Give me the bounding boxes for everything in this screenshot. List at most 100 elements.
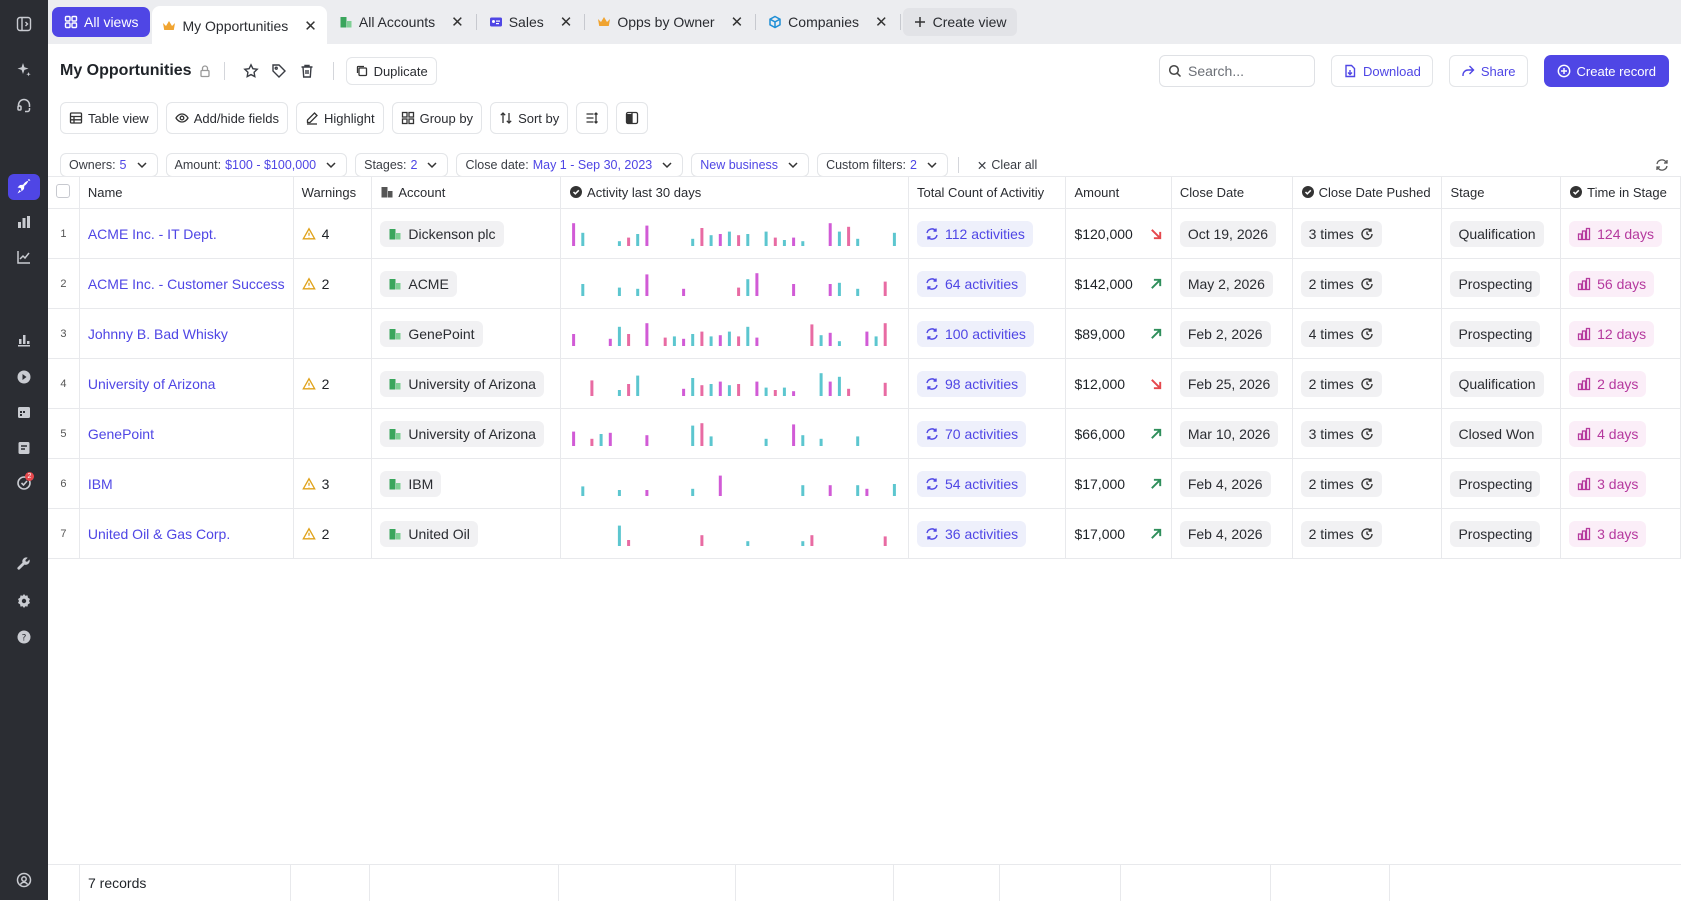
close-date-cell[interactable]: May 2, 2026: [1171, 259, 1292, 309]
stage-cell[interactable]: Prospecting: [1442, 309, 1561, 359]
name-cell[interactable]: GenePoint: [79, 409, 293, 459]
name-cell[interactable]: University of Arizona: [79, 359, 293, 409]
opportunity-name-link[interactable]: IBM: [88, 476, 113, 492]
create-view-button[interactable]: Create view: [903, 8, 1017, 36]
account-chip[interactable]: Dickenson plc: [380, 221, 503, 247]
close-icon[interactable]: ✕: [304, 17, 317, 35]
help-icon[interactable]: ?: [12, 625, 36, 649]
group-by-button[interactable]: Group by: [392, 102, 482, 134]
calendar-icon[interactable]: [12, 400, 36, 424]
sort-by-button[interactable]: Sort by: [490, 102, 568, 134]
total-count-cell[interactable]: 54 activities: [908, 459, 1065, 509]
stage-cell[interactable]: Closed Won: [1442, 409, 1561, 459]
close-icon[interactable]: ✕: [731, 13, 744, 31]
account-cell[interactable]: University of Arizona: [372, 409, 561, 459]
notes-icon[interactable]: [12, 436, 36, 460]
name-cell[interactable]: IBM: [79, 459, 293, 509]
tab-opps-by-owner[interactable]: Opps by Owner ✕: [587, 6, 753, 38]
activities-chip[interactable]: 112 activities: [917, 221, 1033, 247]
trash-icon[interactable]: [293, 57, 321, 85]
close-date-cell[interactable]: Feb 4, 2026: [1171, 509, 1292, 559]
total-count-cell[interactable]: 112 activities: [908, 209, 1065, 259]
column-header-time-in-stage[interactable]: Time in Stage: [1561, 177, 1681, 209]
check-badge-icon[interactable]: 2: [12, 471, 36, 495]
close-date-filter[interactable]: Close date:May 1 - Sep 30, 2023: [456, 153, 683, 177]
opportunity-name-link[interactable]: Johnny B. Bad Whisky: [88, 326, 228, 342]
highlight-button[interactable]: Highlight: [296, 102, 384, 134]
column-header-activity[interactable]: Activity last 30 days: [561, 177, 909, 209]
activities-chip[interactable]: 54 activities: [917, 471, 1026, 497]
opportunity-name-link[interactable]: GenePoint: [88, 426, 154, 442]
account-cell[interactable]: United Oil: [372, 509, 561, 559]
close-icon[interactable]: ✕: [875, 13, 888, 31]
column-header-name[interactable]: Name: [79, 177, 293, 209]
analytics-icon[interactable]: [12, 328, 36, 352]
account-chip[interactable]: University of Arizona: [380, 371, 544, 397]
account-cell[interactable]: IBM: [372, 459, 561, 509]
close-icon[interactable]: ✕: [451, 13, 464, 31]
tab-all-accounts[interactable]: All Accounts ✕: [329, 6, 474, 38]
total-count-cell[interactable]: 36 activities: [908, 509, 1065, 559]
duplicate-button[interactable]: Duplicate: [346, 57, 437, 85]
activities-chip[interactable]: 70 activities: [917, 421, 1026, 447]
trend-chart-icon[interactable]: [12, 245, 36, 269]
name-cell[interactable]: ACME Inc. - Customer Success: [79, 259, 293, 309]
search-box[interactable]: [1159, 55, 1315, 87]
column-header-close-date[interactable]: Close Date: [1171, 177, 1292, 209]
stage-cell[interactable]: Qualification: [1442, 359, 1561, 409]
create-record-button[interactable]: Create record: [1544, 55, 1669, 87]
add-hide-fields-button[interactable]: Add/hide fields: [166, 102, 288, 134]
close-date-cell[interactable]: Feb 25, 2026: [1171, 359, 1292, 409]
stage-cell[interactable]: Prospecting: [1442, 259, 1561, 309]
name-cell[interactable]: Johnny B. Bad Whisky: [79, 309, 293, 359]
column-header-stage[interactable]: Stage: [1442, 177, 1561, 209]
lock-icon[interactable]: [198, 64, 212, 78]
account-chip[interactable]: United Oil: [380, 521, 477, 547]
stage-cell[interactable]: Qualification: [1442, 209, 1561, 259]
activities-chip[interactable]: 100 activities: [917, 321, 1034, 347]
close-date-cell[interactable]: Feb 4, 2026: [1171, 459, 1292, 509]
name-cell[interactable]: United Oil & Gas Corp.: [79, 509, 293, 559]
opportunity-name-link[interactable]: ACME Inc. - Customer Success: [88, 276, 285, 292]
row-height-button[interactable]: [576, 102, 608, 134]
refresh-icon[interactable]: [1655, 158, 1669, 172]
account-chip[interactable]: University of Arizona: [380, 421, 544, 447]
activities-chip[interactable]: 98 activities: [917, 371, 1026, 397]
account-chip[interactable]: ACME: [380, 271, 456, 297]
opportunity-name-link[interactable]: University of Arizona: [88, 376, 216, 392]
name-cell[interactable]: ACME Inc. - IT Dept.: [79, 209, 293, 259]
column-header-amount[interactable]: Amount: [1066, 177, 1171, 209]
play-icon[interactable]: [12, 365, 36, 389]
new-business-filter[interactable]: New business: [691, 153, 809, 177]
tab-companies[interactable]: Companies ✕: [758, 6, 897, 38]
total-count-cell[interactable]: 98 activities: [908, 359, 1065, 409]
user-icon[interactable]: [12, 868, 36, 892]
opportunity-name-link[interactable]: United Oil & Gas Corp.: [88, 526, 230, 542]
all-views-button[interactable]: All views: [52, 7, 150, 37]
download-button[interactable]: Download: [1331, 55, 1433, 87]
stage-cell[interactable]: Prospecting: [1442, 509, 1561, 559]
search-input[interactable]: [1188, 63, 1298, 79]
tab-sales[interactable]: Sales ✕: [479, 6, 583, 38]
amount-filter[interactable]: Amount:$100 - $100,000: [166, 153, 348, 177]
account-cell[interactable]: ACME: [372, 259, 561, 309]
wrench-icon[interactable]: [12, 552, 36, 576]
account-cell[interactable]: Dickenson plc: [372, 209, 561, 259]
account-chip[interactable]: IBM: [380, 471, 441, 497]
table-view-button[interactable]: Table view: [60, 102, 158, 134]
star-icon[interactable]: [237, 57, 265, 85]
stages-filter[interactable]: Stages:2: [355, 153, 448, 177]
total-count-cell[interactable]: 70 activities: [908, 409, 1065, 459]
column-header-total-count[interactable]: Total Count of Activitiy: [908, 177, 1065, 209]
close-date-cell[interactable]: Feb 2, 2026: [1171, 309, 1292, 359]
close-icon[interactable]: ✕: [560, 13, 573, 31]
tab-my-opportunities[interactable]: My Opportunities ✕: [152, 6, 326, 46]
account-cell[interactable]: GenePoint: [372, 309, 561, 359]
panel-toggle-button[interactable]: [616, 102, 648, 134]
